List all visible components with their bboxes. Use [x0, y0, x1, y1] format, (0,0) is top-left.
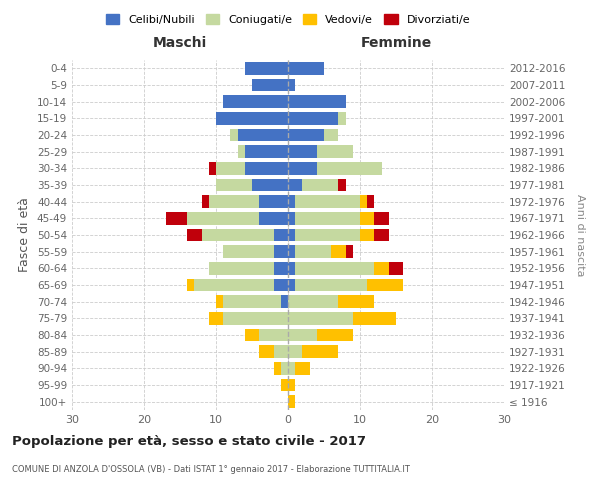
- Bar: [317, 162, 382, 174]
- Bar: [374, 229, 389, 241]
- Bar: [252, 179, 288, 192]
- Bar: [295, 196, 360, 208]
- Bar: [259, 329, 288, 341]
- Bar: [216, 179, 252, 192]
- Bar: [288, 79, 295, 92]
- Bar: [223, 246, 274, 258]
- Bar: [245, 329, 259, 341]
- Bar: [288, 179, 302, 192]
- Bar: [338, 112, 346, 124]
- Bar: [295, 229, 360, 241]
- Bar: [274, 279, 288, 291]
- Bar: [288, 396, 295, 408]
- Bar: [288, 129, 324, 141]
- Bar: [338, 296, 374, 308]
- Bar: [216, 112, 288, 124]
- Bar: [360, 196, 367, 208]
- Bar: [295, 262, 374, 274]
- Y-axis label: Fasce di età: Fasce di età: [19, 198, 31, 272]
- Bar: [367, 279, 403, 291]
- Bar: [353, 312, 396, 324]
- Bar: [252, 79, 288, 92]
- Bar: [295, 362, 310, 374]
- Bar: [245, 162, 288, 174]
- Bar: [281, 379, 288, 391]
- Bar: [281, 362, 288, 374]
- Text: Femmine: Femmine: [361, 36, 431, 50]
- Bar: [209, 262, 274, 274]
- Bar: [338, 179, 346, 192]
- Bar: [223, 96, 288, 108]
- Bar: [274, 246, 288, 258]
- Bar: [288, 112, 338, 124]
- Bar: [288, 96, 346, 108]
- Bar: [288, 212, 295, 224]
- Bar: [288, 262, 295, 274]
- Bar: [230, 129, 238, 141]
- Bar: [288, 346, 302, 358]
- Bar: [187, 279, 194, 291]
- Bar: [302, 179, 338, 192]
- Bar: [216, 162, 245, 174]
- Bar: [288, 146, 317, 158]
- Bar: [187, 229, 202, 241]
- Bar: [288, 162, 317, 174]
- Bar: [288, 329, 317, 341]
- Bar: [238, 146, 245, 158]
- Bar: [274, 362, 281, 374]
- Y-axis label: Anni di nascita: Anni di nascita: [575, 194, 585, 276]
- Bar: [288, 246, 295, 258]
- Bar: [317, 329, 353, 341]
- Bar: [288, 379, 295, 391]
- Bar: [259, 346, 274, 358]
- Bar: [259, 196, 288, 208]
- Bar: [166, 212, 187, 224]
- Bar: [288, 229, 295, 241]
- Text: COMUNE DI ANZOLA D'OSSOLA (VB) - Dati ISTAT 1° gennaio 2017 - Elaborazione TUTTI: COMUNE DI ANZOLA D'OSSOLA (VB) - Dati IS…: [12, 465, 410, 474]
- Bar: [360, 212, 374, 224]
- Bar: [274, 229, 288, 241]
- Bar: [374, 212, 389, 224]
- Bar: [274, 262, 288, 274]
- Bar: [202, 229, 274, 241]
- Bar: [202, 196, 209, 208]
- Bar: [274, 346, 288, 358]
- Bar: [281, 296, 288, 308]
- Bar: [346, 246, 353, 258]
- Bar: [288, 62, 324, 74]
- Bar: [187, 212, 259, 224]
- Bar: [324, 129, 338, 141]
- Bar: [288, 296, 338, 308]
- Bar: [245, 146, 288, 158]
- Legend: Celibi/Nubili, Coniugati/e, Vedovi/e, Divorziati/e: Celibi/Nubili, Coniugati/e, Vedovi/e, Di…: [103, 10, 473, 28]
- Bar: [331, 246, 346, 258]
- Text: Maschi: Maschi: [153, 36, 207, 50]
- Text: Popolazione per età, sesso e stato civile - 2017: Popolazione per età, sesso e stato civil…: [12, 435, 366, 448]
- Bar: [295, 246, 331, 258]
- Bar: [360, 229, 374, 241]
- Bar: [223, 296, 281, 308]
- Bar: [238, 129, 288, 141]
- Bar: [288, 196, 295, 208]
- Bar: [288, 279, 295, 291]
- Bar: [367, 196, 374, 208]
- Bar: [216, 296, 223, 308]
- Bar: [194, 279, 274, 291]
- Bar: [317, 146, 353, 158]
- Bar: [209, 162, 216, 174]
- Bar: [295, 212, 360, 224]
- Bar: [288, 362, 295, 374]
- Bar: [302, 346, 338, 358]
- Bar: [209, 312, 223, 324]
- Bar: [288, 312, 353, 324]
- Bar: [389, 262, 403, 274]
- Bar: [245, 62, 288, 74]
- Bar: [374, 262, 389, 274]
- Bar: [209, 196, 259, 208]
- Bar: [223, 312, 288, 324]
- Bar: [259, 212, 288, 224]
- Bar: [295, 279, 367, 291]
